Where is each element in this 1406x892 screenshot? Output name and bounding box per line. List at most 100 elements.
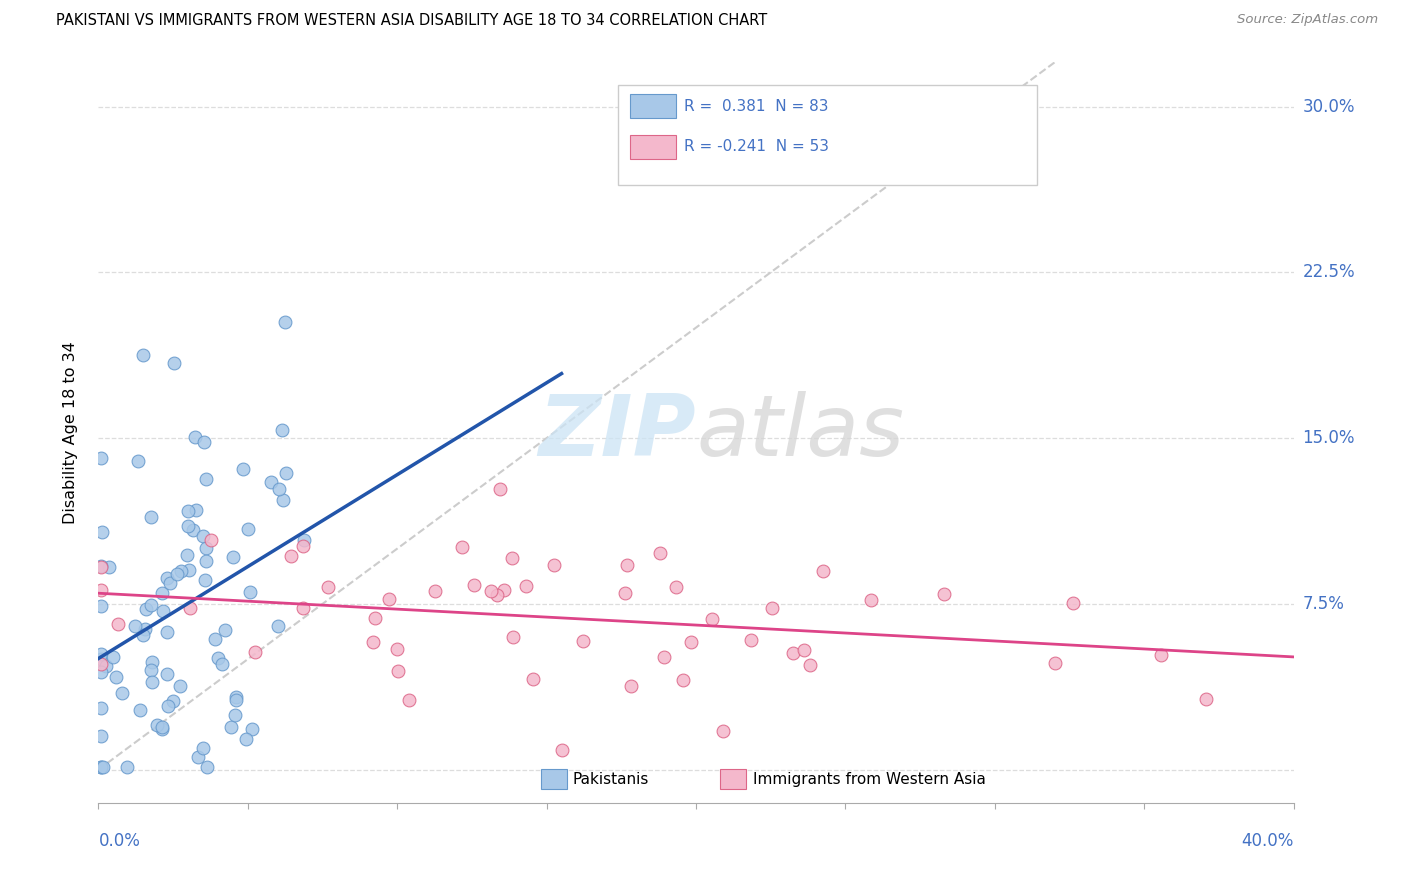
Point — [90, 582, 112, 597]
Text: 7.5%: 7.5% — [1302, 595, 1344, 613]
Point — [98, 560, 121, 574]
Point — [700, 611, 723, 625]
Point — [423, 583, 446, 598]
Point — [194, 541, 217, 556]
Point — [221, 550, 243, 565]
Y-axis label: Disability Age 18 to 34: Disability Age 18 to 34 — [63, 342, 77, 524]
Point — [485, 588, 508, 602]
Point — [179, 563, 201, 577]
Point — [107, 616, 129, 631]
Point — [245, 645, 267, 659]
Point — [152, 720, 174, 734]
Point — [361, 635, 384, 649]
Point — [170, 564, 193, 578]
Point — [194, 574, 217, 588]
Point — [90, 657, 112, 671]
Point — [613, 585, 636, 599]
FancyBboxPatch shape — [720, 769, 747, 789]
Point — [156, 625, 179, 640]
FancyBboxPatch shape — [630, 135, 676, 159]
Point — [90, 559, 112, 574]
Point — [90, 760, 112, 774]
Point — [240, 722, 263, 736]
Point — [269, 482, 291, 496]
Point — [793, 643, 815, 657]
Point — [177, 519, 200, 533]
Point — [463, 578, 485, 592]
Point — [150, 722, 173, 736]
Point — [139, 599, 162, 613]
Point — [225, 692, 247, 706]
Point — [207, 650, 229, 665]
Text: R =  0.381  N = 83: R = 0.381 N = 83 — [685, 99, 828, 113]
Text: 30.0%: 30.0% — [1302, 97, 1355, 116]
Point — [204, 632, 226, 647]
Point — [115, 760, 138, 774]
Point — [127, 454, 149, 468]
Point — [166, 566, 188, 581]
Point — [134, 623, 156, 637]
Text: 40.0%: 40.0% — [1241, 831, 1294, 849]
Point — [163, 356, 186, 370]
Point — [271, 492, 294, 507]
Point — [616, 558, 638, 572]
Point — [364, 611, 387, 625]
Text: atlas: atlas — [696, 391, 904, 475]
Point — [280, 549, 302, 563]
Point — [90, 760, 112, 774]
Point — [187, 750, 209, 764]
Point — [90, 524, 112, 539]
Point — [260, 475, 283, 490]
Point — [159, 576, 181, 591]
Point — [479, 583, 502, 598]
Point — [128, 703, 150, 717]
Point — [219, 720, 242, 734]
Point — [184, 430, 207, 444]
Point — [522, 672, 544, 686]
FancyBboxPatch shape — [540, 769, 567, 789]
Text: 22.5%: 22.5% — [1302, 263, 1355, 281]
Point — [156, 699, 179, 714]
Point — [224, 707, 246, 722]
Point — [156, 571, 179, 585]
Text: 0.0%: 0.0% — [98, 831, 141, 849]
Point — [232, 462, 254, 476]
Point — [90, 701, 112, 715]
Point — [193, 434, 215, 449]
Point — [90, 648, 112, 662]
Point — [1150, 648, 1173, 662]
Point — [492, 582, 515, 597]
Point — [551, 743, 574, 757]
Point — [501, 551, 523, 566]
Text: Immigrants from Western Asia: Immigrants from Western Asia — [754, 772, 986, 787]
Point — [316, 580, 339, 594]
Point — [679, 635, 702, 649]
Point — [214, 624, 236, 638]
Point — [502, 630, 524, 644]
Point — [135, 602, 157, 616]
Point — [200, 533, 222, 547]
Point — [711, 724, 734, 739]
Point — [274, 315, 297, 329]
Point — [652, 650, 675, 665]
Point — [184, 502, 207, 516]
Point — [740, 633, 762, 648]
Point — [141, 655, 163, 669]
Point — [141, 674, 163, 689]
Point — [398, 693, 420, 707]
Point — [515, 579, 537, 593]
Point — [1062, 596, 1084, 610]
Point — [1043, 656, 1066, 670]
Point — [176, 549, 198, 563]
Point — [179, 600, 201, 615]
Point — [177, 504, 200, 518]
Point — [1195, 692, 1218, 706]
Point — [90, 450, 112, 465]
FancyBboxPatch shape — [619, 85, 1036, 185]
Text: Pakistanis: Pakistanis — [572, 772, 650, 787]
Text: ZIP: ZIP — [538, 391, 696, 475]
Point — [799, 658, 821, 673]
Point — [150, 585, 173, 599]
Point — [111, 686, 134, 700]
Point — [387, 665, 409, 679]
